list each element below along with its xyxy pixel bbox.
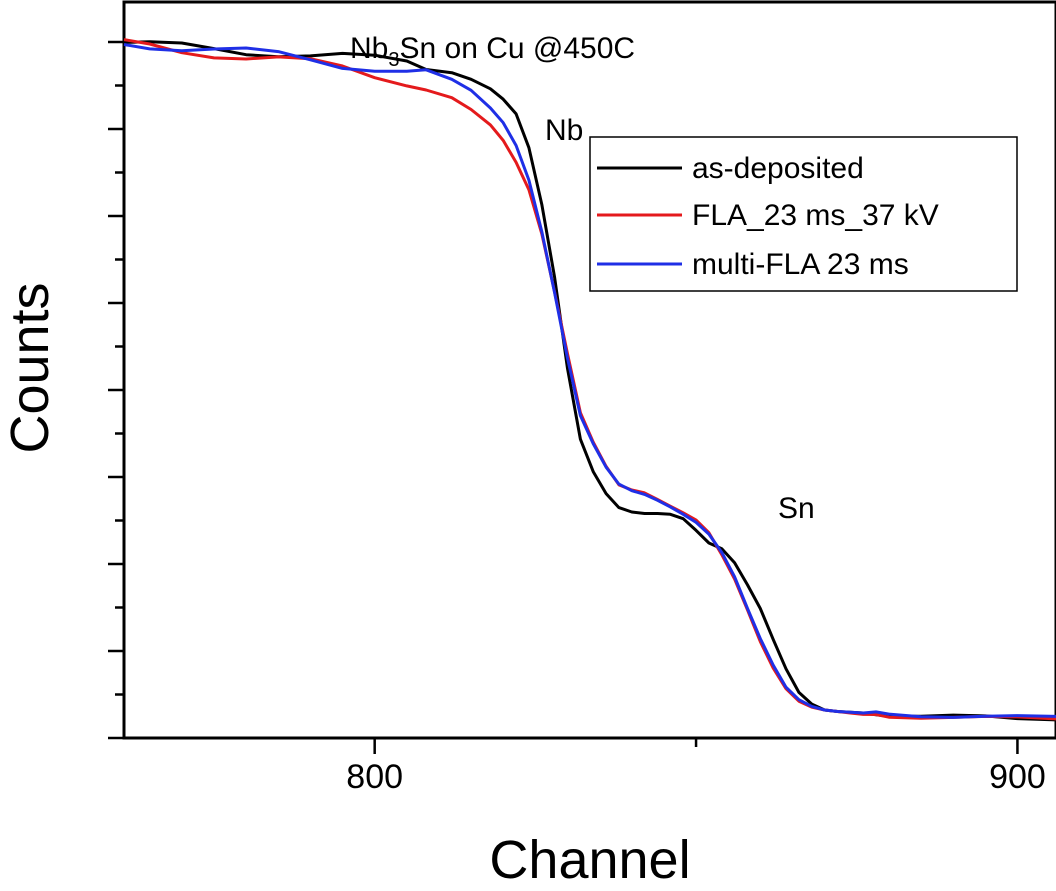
x-tick-label-800: 800 <box>346 758 403 796</box>
plot-area <box>122 0 1056 740</box>
annotation-nb: Nb <box>545 114 583 147</box>
legend-label-as-deposited: as-deposited <box>692 152 864 185</box>
annotation-sn: Sn <box>778 492 815 525</box>
ticks-layer: 800 900 <box>108 40 1046 796</box>
series-layer <box>123 38 1056 722</box>
series-line-multi-fla-23-ms <box>123 43 1056 719</box>
y-axis-title: Counts <box>0 282 60 453</box>
chart-title: Nb3Sn on Cu @450C <box>350 32 635 71</box>
chart-title-rest: Sn on Cu @450C <box>399 32 635 65</box>
legend-label-multi-fla: multi-FLA 23 ms <box>692 248 909 281</box>
chart-title-main: Nb <box>350 32 388 65</box>
legend: as-deposited FLA_23 ms_37 kV multi-FLA 2… <box>589 136 1018 292</box>
legend-label-fla: FLA_23 ms_37 kV <box>692 199 939 232</box>
x-axis-title: Channel <box>489 830 690 890</box>
x-tick-label-900: 900 <box>989 758 1046 796</box>
plot-frame <box>122 0 1056 740</box>
chart-title-subscript: 3 <box>388 49 399 71</box>
